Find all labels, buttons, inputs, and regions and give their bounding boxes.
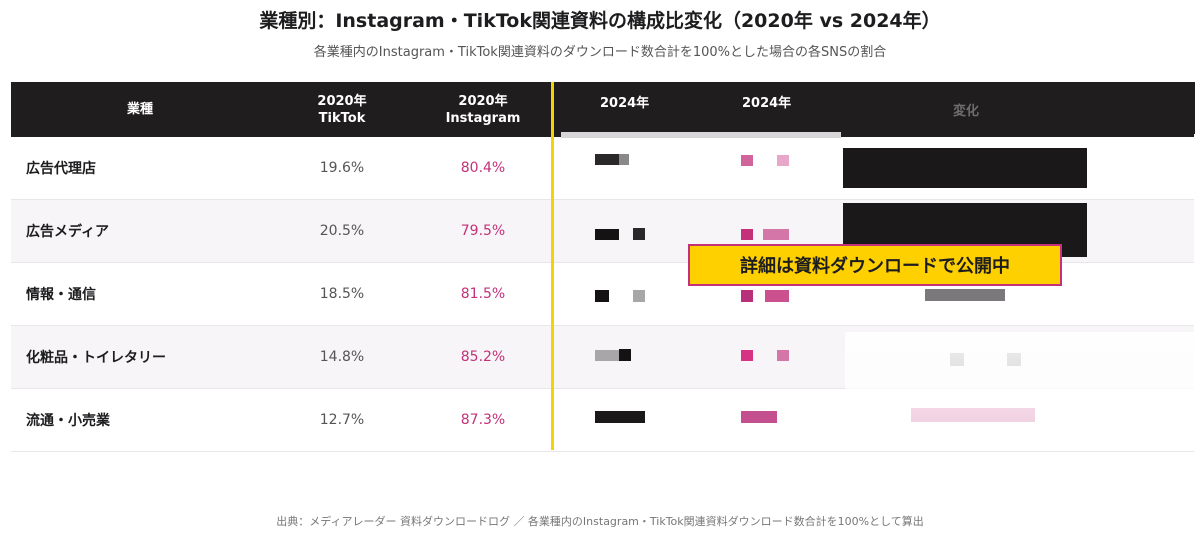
chart-subtitle: 各業種内のInstagram・TikTok関連資料のダウンロード数合計を100%… — [313, 45, 887, 60]
header-industry: 業種 — [11, 82, 269, 137]
masked-cell — [633, 228, 645, 240]
masked-cell — [619, 349, 631, 361]
masked-header — [555, 82, 1195, 134]
industry-cell: 広告メディア — [26, 224, 110, 240]
source-note: 出典：メディアレーダー 資料ダウンロードログ ／ 各業種内のInstagram・… — [276, 515, 924, 528]
tiktok-2020-cell: 20.5% — [319, 223, 365, 239]
masked-cell — [777, 155, 789, 166]
instagram-2020-cell: 80.4% — [460, 160, 506, 176]
header-tiktok-year: 2020年 — [317, 93, 367, 109]
instagram-2020-cell: 85.2% — [460, 349, 506, 365]
masked-cell — [741, 350, 753, 361]
download-badge[interactable]: 詳細は資料ダウンロードで公開中 — [688, 244, 1062, 286]
header-2024-a: 2024年 — [600, 96, 650, 111]
masked-cell — [741, 229, 753, 240]
masked-cell — [741, 411, 777, 423]
header-instagram-2020: 2020年 Instagram — [415, 82, 551, 137]
masked-cell — [741, 155, 753, 166]
masked-cell — [595, 411, 645, 423]
masked-cell — [595, 290, 609, 302]
header-2024-b: 2024年 — [742, 96, 792, 111]
masked-cell — [925, 289, 1005, 301]
tiktok-2020-cell: 18.5% — [319, 286, 365, 302]
table-row: 広告代理店 19.6% 80.4% — [11, 137, 1194, 200]
chart-title: 業種別：Instagram・TikTok関連資料の構成比変化（2020年 vs … — [259, 10, 941, 32]
masked-header-underline — [561, 132, 841, 138]
instagram-2020-cell: 81.5% — [460, 286, 506, 302]
table-row: 情報・通信 18.5% 81.5% — [11, 263, 1194, 326]
instagram-2020-cell: 87.3% — [460, 412, 506, 428]
masked-cell — [765, 290, 789, 302]
industry-cell: 化粧品・トイレタリー — [26, 350, 166, 366]
header-tiktok-label: TikTok — [318, 110, 366, 126]
masked-cell — [595, 350, 619, 361]
table-row: 流通・小売業 12.7% 87.3% — [11, 389, 1194, 452]
header-change: 変化 — [953, 104, 980, 119]
header-tiktok-2020: 2020年 TikTok — [269, 82, 415, 137]
masked-cell — [633, 290, 645, 302]
industry-cell: 広告代理店 — [26, 161, 96, 177]
tiktok-2020-cell: 19.6% — [319, 160, 365, 176]
industry-cell: 情報・通信 — [26, 287, 96, 303]
header-instagram-label: Instagram — [445, 110, 521, 126]
masked-cell — [619, 154, 629, 165]
masked-bar — [843, 148, 1087, 188]
header-industry-label: 業種 — [126, 102, 153, 117]
masked-cell — [763, 229, 789, 240]
download-badge-label: 詳細は資料ダウンロードで公開中 — [740, 256, 1010, 277]
tiktok-2020-cell: 12.7% — [319, 412, 365, 428]
masked-2024-area: 2024年 2024年 変化 — [555, 82, 1195, 450]
masked-fade — [845, 332, 1195, 450]
masked-cell — [595, 154, 619, 165]
header-instagram-year: 2020年 — [458, 93, 508, 109]
masked-cell — [741, 290, 753, 302]
highlight-divider — [551, 82, 554, 450]
industry-cell: 流通・小売業 — [26, 413, 110, 429]
tiktok-2020-cell: 14.8% — [319, 349, 365, 365]
masked-cell — [595, 229, 619, 240]
instagram-2020-cell: 79.5% — [460, 223, 506, 239]
masked-cell — [777, 350, 789, 361]
